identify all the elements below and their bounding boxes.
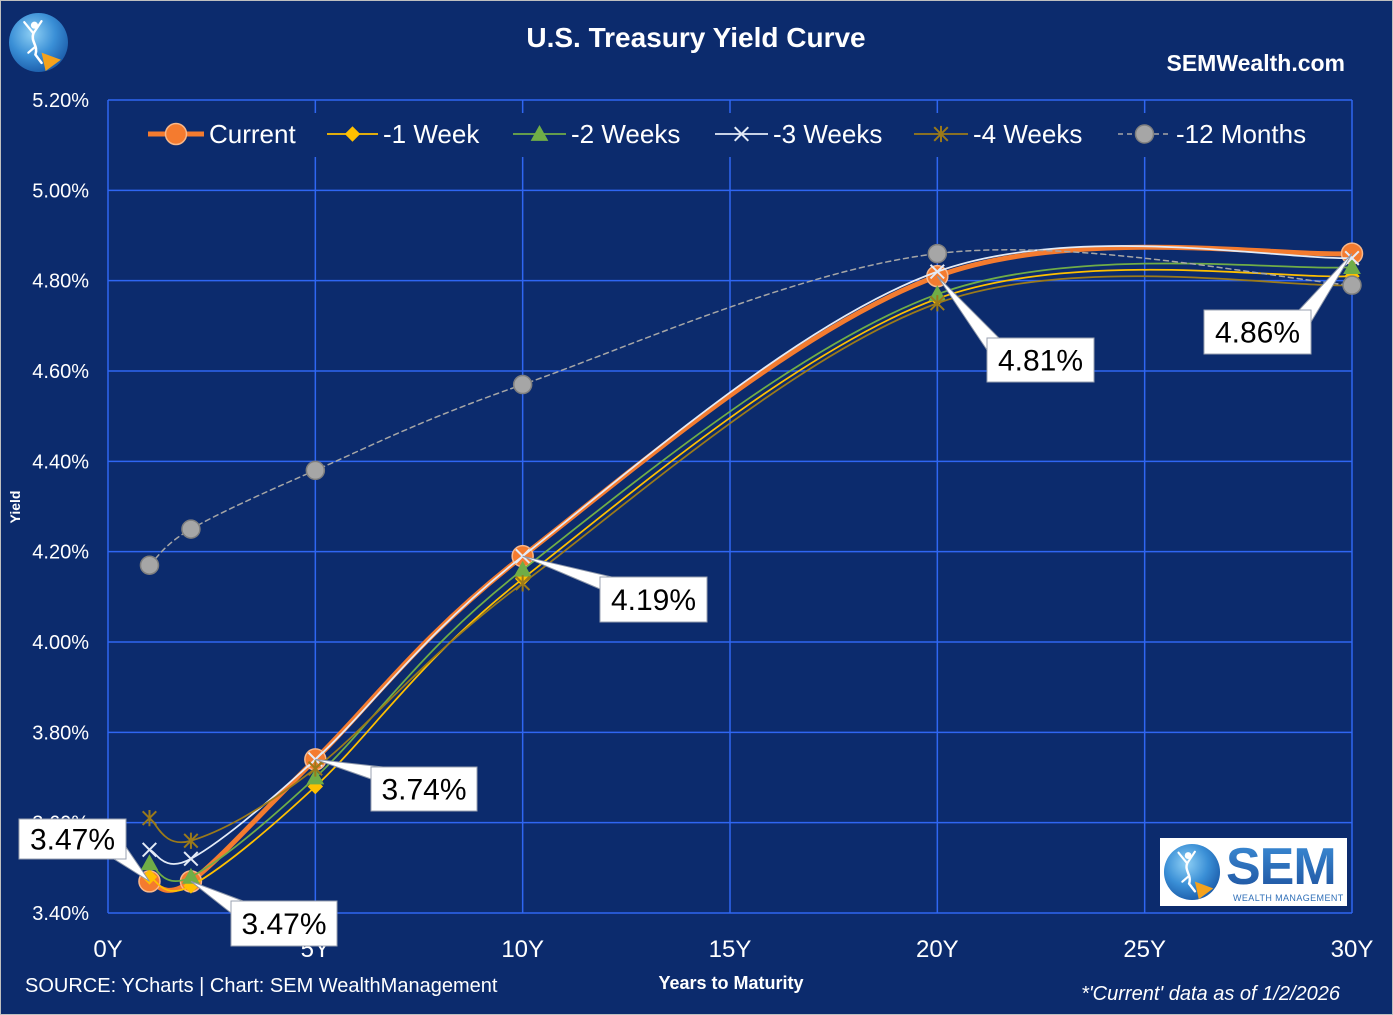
series-4-weeks-point-20y <box>929 295 945 312</box>
series-3-weeks-line <box>148 245 1353 865</box>
series-2-weeks-point-30y <box>1343 258 1361 275</box>
legend-item-3-weeks: -3 Weeks <box>715 119 882 149</box>
data-label-text: 3.74% <box>381 774 466 807</box>
legend-swatch-marker <box>530 124 549 141</box>
x-tick-label: 20Y <box>916 936 959 963</box>
legend-swatch-marker <box>933 125 949 143</box>
series-3-weeks-point-20y <box>929 264 945 280</box>
series-12-months-point-10y <box>512 374 533 395</box>
data-label-10y: 4.19% <box>522 555 708 623</box>
x-tick-label: 30Y <box>1331 936 1374 963</box>
data-label-box <box>230 900 338 947</box>
data-label-box <box>18 818 127 860</box>
series-12-months <box>139 243 1362 575</box>
sem-logo-icon <box>8 12 69 73</box>
series-12-months-point-30y <box>1342 275 1362 295</box>
data-label-text: 4.81% <box>998 345 1083 378</box>
data-label-text: 4.19% <box>611 584 696 617</box>
legend-label: -4 Weeks <box>973 119 1082 149</box>
legend-item-1-week: -1 Week <box>327 119 480 149</box>
x-tick-label: 0Y <box>93 936 122 963</box>
legend-label: -2 Weeks <box>571 119 680 149</box>
series-3-weeks-point-30y <box>1344 250 1360 266</box>
data-label-20y: 4.81% <box>936 275 1095 383</box>
y-tick-label: 4.60% <box>32 361 89 383</box>
legend-swatch-marker <box>164 122 188 146</box>
data-label-text: 4.86% <box>1215 317 1300 350</box>
data-label-2y: 3.47% <box>190 880 338 947</box>
sem-wealth-management-logo: SEM WEALTH MANAGEMENT <box>1160 838 1347 906</box>
source-note: SOURCE: YCharts | Chart: SEM WealthManag… <box>25 975 498 997</box>
legend-item-current: Current <box>148 119 296 149</box>
series-3-weeks <box>141 245 1360 867</box>
series-3-weeks-point-2y <box>183 851 199 867</box>
y-tick-label: 3.80% <box>32 722 89 744</box>
legend-background <box>138 113 1334 157</box>
logo-name: SEM <box>1226 838 1336 896</box>
y-tick-label: 4.40% <box>32 451 89 473</box>
x-axis-title: Years to Maturity <box>658 973 803 993</box>
x-tick-label: 25Y <box>1123 936 1166 963</box>
y-tick-label: 4.80% <box>32 271 89 293</box>
legend-label: -1 Week <box>383 119 480 149</box>
series-4-weeks-point-5y <box>307 760 323 777</box>
series-2-weeks-point-2y <box>182 867 200 884</box>
legend-swatch-marker <box>733 126 750 142</box>
chart-title: U.S. Treasury Yield Curve <box>526 22 865 53</box>
data-date-note: *'Current' data as of 1/2/2026 <box>1081 983 1341 1005</box>
sem-logo-icon <box>1163 843 1221 901</box>
series-2-weeks-point-1y <box>140 854 159 871</box>
brand-url: SEMWealth.com <box>1167 50 1346 76</box>
series-1-week-line <box>148 268 1353 892</box>
x-tick-label: 10Y <box>501 936 544 963</box>
series-12-months-point-1y <box>139 555 160 575</box>
data-label-box <box>599 576 708 623</box>
y-axis-title: Yield <box>7 491 23 524</box>
gridlines <box>107 99 1353 914</box>
series-4-weeks-point-10y <box>515 575 531 592</box>
series-12-months-point-2y <box>181 519 201 539</box>
y-tick-label: 4.20% <box>32 542 89 564</box>
data-label-box <box>986 337 1095 383</box>
legend-item-2-weeks: -2 Weeks <box>513 119 680 149</box>
legend-item-12-months: -12 Months <box>1118 119 1306 149</box>
data-label-5y: 3.74% <box>315 758 478 812</box>
series-12-months-line <box>148 249 1353 566</box>
series-2-weeks-point-5y <box>306 768 325 785</box>
logo-tagline: WEALTH MANAGEMENT <box>1233 893 1344 903</box>
x-tick-label: 15Y <box>709 936 752 963</box>
y-tick-label: 3.40% <box>32 903 89 925</box>
data-label-text: 3.47% <box>30 824 115 857</box>
data-label-box <box>370 766 478 812</box>
series-4-weeks-line <box>148 275 1353 844</box>
legend-label: Current <box>209 119 296 149</box>
series-4-weeks-point-2y <box>183 832 199 849</box>
data-labels-layer: 3.47% 3.47% 3.74% 4.19% 4.81% 4.86% <box>18 253 1353 947</box>
legend-item-4-weeks: -4 Weeks <box>914 119 1082 149</box>
legend-swatch-marker <box>344 126 361 142</box>
data-label-1y: 3.47% <box>18 818 150 882</box>
data-label-box <box>1203 309 1312 355</box>
legend-label: -3 Weeks <box>773 119 882 149</box>
legend-swatch-marker <box>1134 124 1155 144</box>
series-4-weeks-point-1y <box>141 809 157 827</box>
y-tick-label: 5.20% <box>32 90 89 112</box>
series-12-months-point-5y <box>305 460 326 481</box>
series-3-weeks-point-1y <box>141 842 157 858</box>
y-tick-label: 4.00% <box>32 632 89 654</box>
series-2-weeks <box>140 258 1361 884</box>
y-tick-label: 5.00% <box>32 180 89 202</box>
data-label-text: 3.47% <box>241 908 326 941</box>
series-12-months-point-20y <box>927 243 948 264</box>
legend-label: -12 Months <box>1176 119 1306 149</box>
legend: Current -1 Week -2 Weeks -3 Weeks -4 Weeks -1… <box>138 113 1334 157</box>
data-label-30y: 4.86% <box>1203 253 1353 355</box>
